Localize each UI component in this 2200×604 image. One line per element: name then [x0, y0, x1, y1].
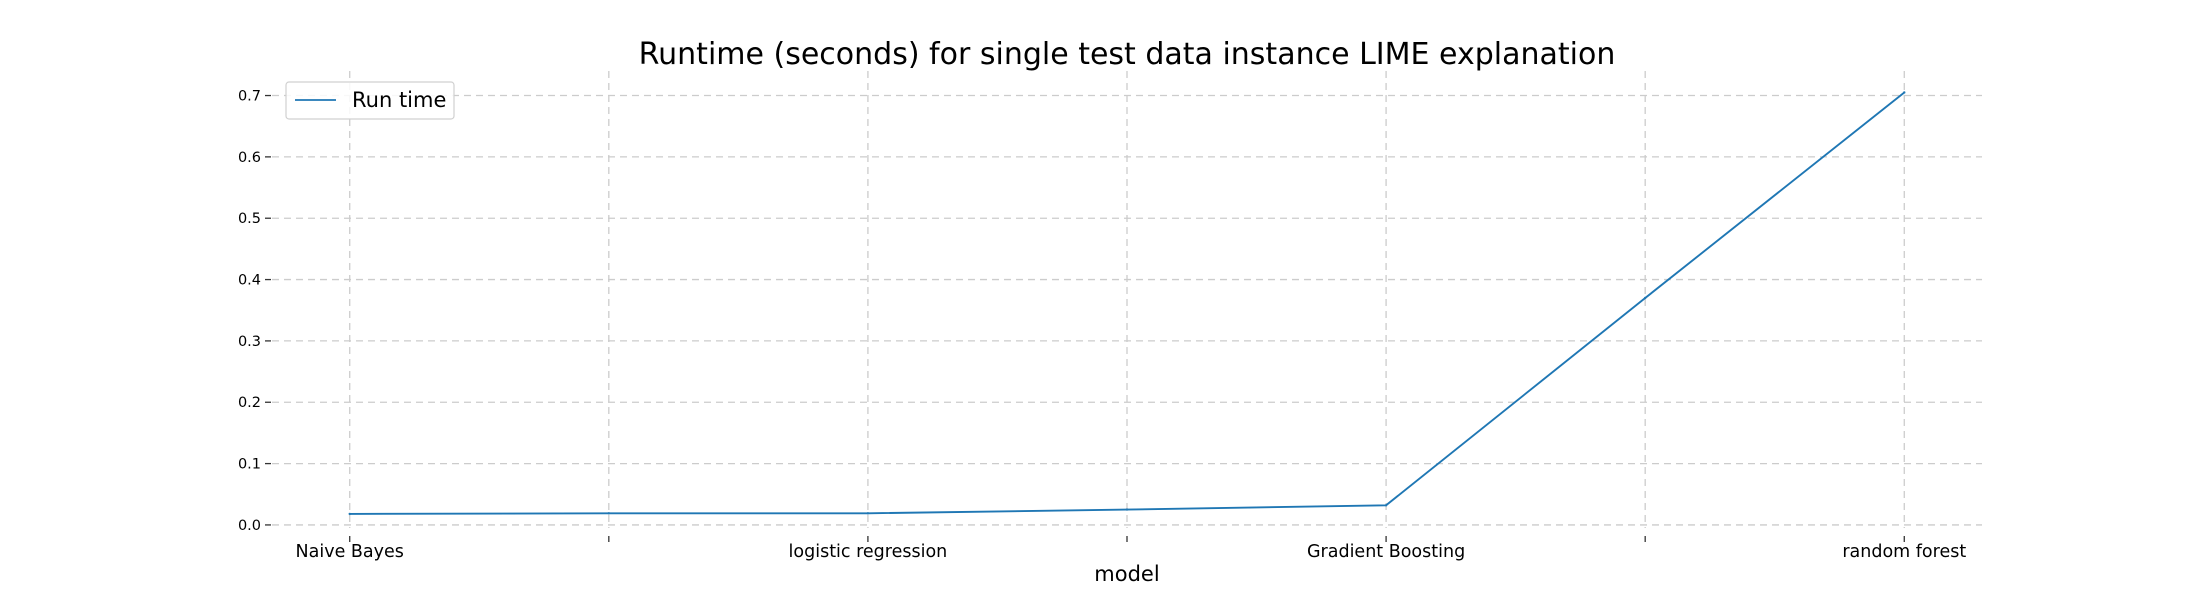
chart-title: Runtime (seconds) for single test data i… [639, 37, 1616, 72]
legend: Run time [285, 81, 455, 120]
y-tick-label: 0.0 [238, 518, 261, 534]
grid [272, 71, 1982, 528]
x-axis-title: model [1094, 562, 1159, 586]
x-tick-label: random forest [1842, 542, 1966, 562]
x-axis: Naive Bayes logistic regression Gradient B… [296, 536, 1966, 562]
y-axis: 0.0 0.1 0.2 0.3 0.4 0.5 0.6 0.7 [238, 89, 271, 534]
y-tick-label: 0.7 [238, 89, 261, 105]
data-point [607, 512, 611, 515]
x-tick-label: logistic regression [789, 542, 948, 562]
y-tick-label: 0.2 [238, 395, 261, 411]
legend-label: Run time [352, 88, 446, 112]
legend-box [285, 81, 455, 120]
y-tick-label: 0.1 [238, 457, 261, 473]
y-tick-label: 0.6 [238, 150, 261, 166]
y-tick-label: 0.5 [238, 211, 261, 227]
data-point [1125, 508, 1129, 511]
data-point [866, 512, 870, 515]
y-tick-label: 0.4 [238, 273, 261, 289]
x-tick-label: Naive Bayes [296, 542, 404, 562]
series-layer [348, 91, 1906, 516]
data-point [1384, 504, 1388, 507]
data-point [1643, 296, 1647, 300]
x-tick-label: Gradient Boosting [1307, 542, 1465, 562]
y-tick-label: 0.3 [238, 334, 261, 350]
data-point [348, 512, 351, 516]
data-point [1903, 91, 1906, 94]
